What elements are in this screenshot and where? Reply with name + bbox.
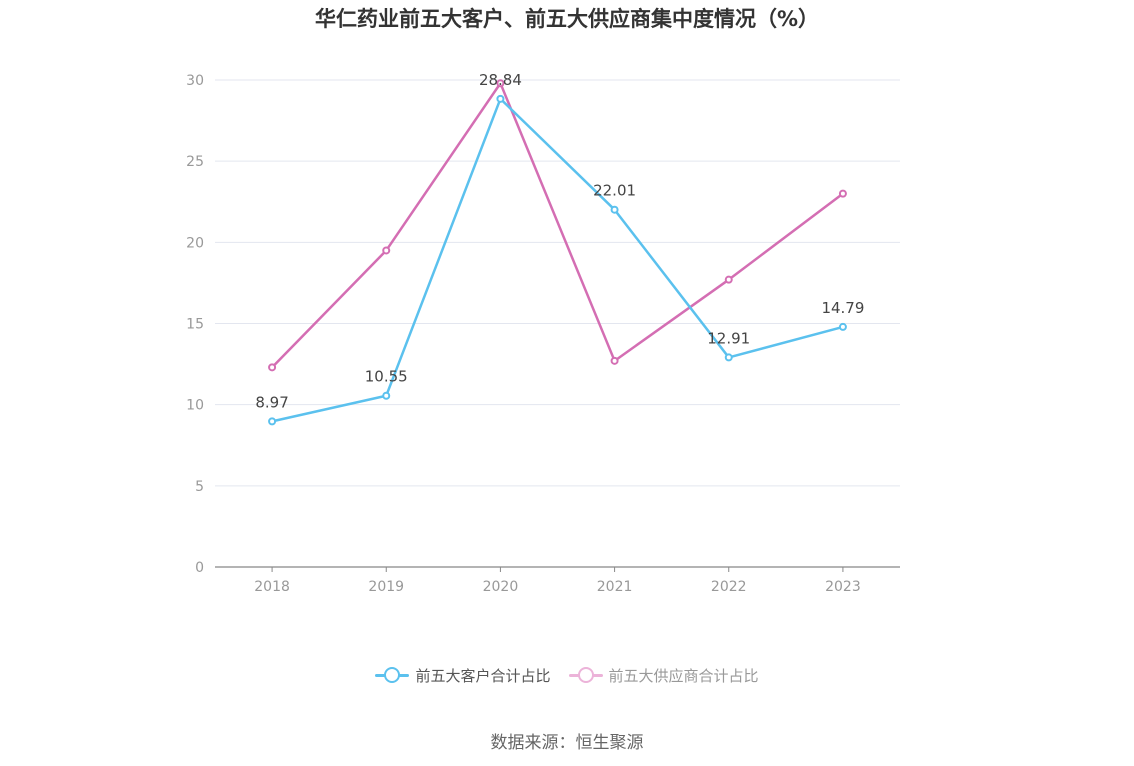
data-label: 10.55 <box>365 368 408 386</box>
data-point-0 <box>724 353 733 362</box>
y-tick-label: 10 <box>186 398 204 414</box>
data-point-1 <box>838 189 847 198</box>
legend-label-suppliers: 前五大供应商合计占比 <box>608 666 759 685</box>
legend-label-customers: 前五大客户合计占比 <box>415 666 551 685</box>
x-tick-label: 2018 <box>254 579 290 595</box>
x-tick-label: 2021 <box>597 579 633 595</box>
legend-item-suppliers[interactable]: 前五大供应商合计占比 <box>568 664 759 686</box>
x-tick-label: 2020 <box>483 579 519 595</box>
y-tick-label: 15 <box>186 317 204 333</box>
data-label: 14.79 <box>821 299 864 317</box>
data-label: 12.91 <box>707 329 750 347</box>
data-point-0 <box>838 322 847 331</box>
data-point-0 <box>382 391 391 400</box>
y-tick-label: 5 <box>195 479 204 495</box>
legend-swatch-customers-icon <box>375 664 410 686</box>
data-point-1 <box>496 79 505 88</box>
legend-swatch-suppliers-icon <box>568 664 603 686</box>
data-source: 数据来源：恒生聚源 <box>490 733 644 753</box>
data-label: 22.01 <box>593 182 636 200</box>
series-line-0 <box>270 97 845 423</box>
data-point-0 <box>496 94 505 103</box>
y-tick-label: 0 <box>195 560 204 576</box>
data-point-1 <box>610 356 619 365</box>
x-tick-label: 2023 <box>825 579 861 595</box>
series-line-1 <box>270 81 845 369</box>
data-point-1 <box>268 363 277 372</box>
data-point-0 <box>268 417 277 426</box>
chart-legend: 前五大客户合计占比 前五大供应商合计占比 <box>0 664 1134 686</box>
data-point-0 <box>610 205 619 214</box>
data-label: 28.84 <box>479 71 522 89</box>
y-tick-label: 20 <box>186 235 204 251</box>
y-tick-label: 30 <box>186 73 204 89</box>
x-tick-label: 2022 <box>711 579 747 595</box>
data-label: 8.97 <box>255 393 288 411</box>
y-tick-label: 25 <box>186 154 204 170</box>
x-tick-label: 2019 <box>368 579 404 595</box>
data-point-1 <box>724 275 733 284</box>
data-point-1 <box>382 246 391 255</box>
legend-item-customers[interactable]: 前五大客户合计占比 <box>375 664 551 686</box>
chart-title: 华仁药业前五大客户、前五大供应商集中度情况（%） <box>314 7 820 31</box>
